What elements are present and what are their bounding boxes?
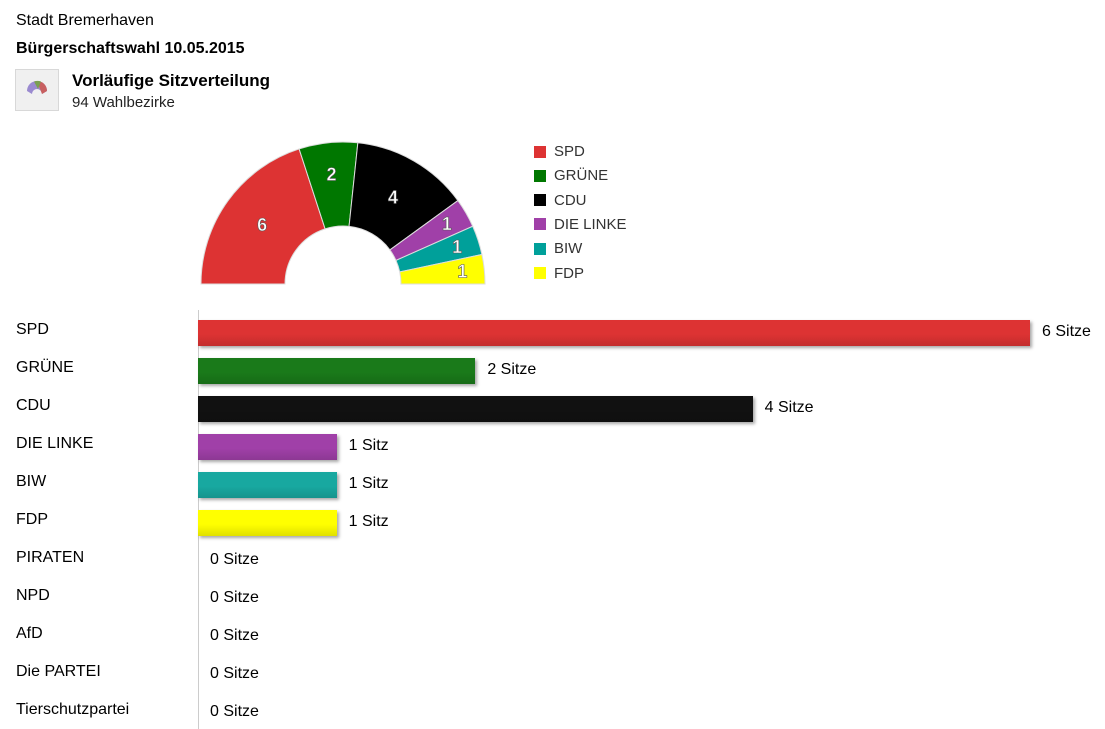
districts-count: 94 Wahlbezirke	[72, 94, 175, 111]
bar-category-label: AfD	[16, 625, 43, 642]
bar-die-linke[interactable]	[198, 434, 337, 460]
legend-label: GRÜNE	[554, 167, 609, 185]
bar-category-label: SPD	[16, 321, 49, 338]
legend-item: BIW	[534, 240, 582, 257]
legend-label: SPD	[554, 143, 585, 160]
legend-item: SPD	[534, 143, 585, 160]
bar-category-label: CDU	[16, 397, 51, 414]
seat-slice-label: 2	[326, 165, 336, 185]
seat-distribution-icon	[15, 69, 59, 111]
legend-label: FDP	[554, 264, 584, 282]
city-name: Stadt Bremerhaven	[16, 12, 154, 29]
bar-fdp[interactable]	[198, 510, 337, 536]
bar-grüne[interactable]	[198, 358, 476, 384]
seat-slice-fdp[interactable]	[399, 253, 486, 285]
chart-subtitle: Vorläufige Sitzverteilung	[72, 71, 271, 90]
legend-swatch	[534, 218, 546, 231]
bar-value-label: 0 Sitze	[210, 551, 259, 568]
bar-cdu[interactable]	[198, 396, 753, 422]
legend-label: BIW	[554, 240, 583, 258]
legend-item: DIE LINKE	[534, 216, 627, 233]
bar-value-label: 0 Sitze	[210, 703, 259, 720]
bar-category-label: PIRATEN	[16, 549, 85, 566]
legend-item: CDU	[534, 192, 587, 209]
seat-slice-label: 6	[257, 215, 267, 235]
bar-category-label: FDP	[16, 511, 48, 528]
bar-value-label: 6 Sitze	[1042, 323, 1091, 340]
election-title: Bürgerschaftswahl 10.05.2015	[16, 40, 245, 57]
bar-category-label: GRÜNE	[16, 359, 74, 376]
legend-swatch	[534, 194, 546, 207]
legend-swatch	[534, 169, 546, 182]
legend-swatch	[534, 242, 546, 255]
bar-value-label: 1 Sitz	[348, 437, 389, 454]
seat-slice-label: 1	[452, 237, 462, 257]
bar-category-label: BIW	[16, 473, 47, 490]
bar-category-label: NPD	[16, 587, 50, 604]
bar-value-label: 4 Sitze	[764, 399, 814, 416]
seat-slice-spd[interactable]	[200, 148, 326, 285]
bar-value-label: 0 Sitze	[210, 627, 259, 644]
bar-value-label: 0 Sitze	[210, 665, 259, 682]
bar-category-label: Die PARTEI	[16, 663, 101, 680]
seat-slice-label: 4	[388, 187, 398, 207]
bar-category-label: DIE LINKE	[16, 435, 94, 452]
bar-spd[interactable]	[198, 320, 1030, 346]
bar-value-label: 1 Sitz	[348, 475, 389, 492]
bar-value-label: 0 Sitze	[210, 589, 259, 606]
legend-label: DIE LINKE	[554, 215, 627, 233]
legend-item: FDP	[534, 265, 584, 282]
seat-slice-label: 1	[457, 261, 467, 281]
legend-swatch	[534, 145, 546, 158]
bar-category-label: Tierschutzpartei	[16, 701, 130, 718]
seat-slice-label: 1	[442, 214, 452, 234]
bar-biw[interactable]	[198, 472, 337, 498]
legend-item: GRÜNE	[534, 167, 608, 184]
bar-value-label: 1 Sitz	[348, 513, 389, 530]
legend-swatch	[534, 267, 546, 279]
legend-label: CDU	[554, 191, 587, 209]
bar-value-label: 2 Sitze	[487, 361, 537, 378]
